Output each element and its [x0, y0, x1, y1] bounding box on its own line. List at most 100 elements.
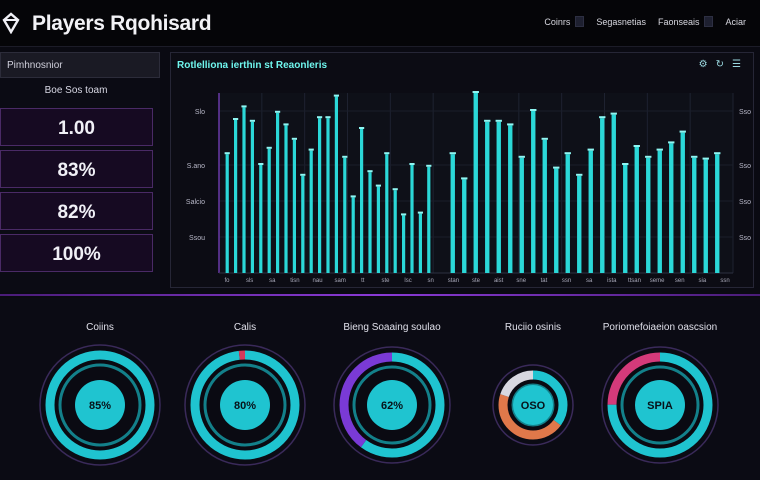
bar-cap [333, 94, 339, 97]
bar[interactable] [301, 175, 305, 273]
bar-cap [359, 127, 365, 129]
bar[interactable] [343, 157, 347, 273]
donut-outer-ring [333, 346, 451, 464]
bar[interactable] [242, 107, 246, 274]
bar[interactable] [351, 197, 355, 273]
bar-cap [530, 109, 537, 111]
bar[interactable] [680, 132, 685, 273]
bar-cap [541, 137, 548, 140]
bar-cap [375, 184, 381, 187]
stat-box-1[interactable]: 1.00 [0, 108, 153, 146]
bar[interactable] [326, 118, 330, 273]
bar[interactable] [462, 179, 467, 273]
bar[interactable] [259, 165, 263, 273]
stat-box-2[interactable]: 83% [0, 150, 153, 188]
bar[interactable] [703, 159, 708, 273]
bar[interactable] [634, 147, 639, 273]
bar[interactable] [368, 172, 372, 273]
x-tick-label: sn [428, 278, 434, 284]
stat-box-3[interactable]: 82% [0, 192, 153, 230]
donut-center-disk [367, 380, 417, 430]
menu-icon[interactable]: ☰ [732, 59, 741, 70]
bar-cap [702, 157, 709, 160]
nav-item-3[interactable]: Faonseais [658, 16, 714, 27]
x-tick-label: ste [381, 278, 390, 284]
donut-slice[interactable] [339, 352, 445, 458]
x-tick-label: aist [494, 278, 504, 284]
x-tick-label: seme [650, 278, 665, 284]
top-nav: Coinrs Segasnetias Faonseais Aciar [544, 16, 746, 27]
bar[interactable] [334, 96, 338, 273]
bar[interactable] [418, 213, 422, 273]
donut-slice[interactable] [45, 350, 155, 460]
bar[interactable] [496, 121, 501, 273]
bar[interactable] [250, 121, 254, 273]
donut-slice[interactable] [190, 350, 300, 460]
bar[interactable] [485, 121, 490, 273]
bar[interactable] [276, 112, 280, 273]
bar[interactable] [611, 114, 616, 273]
bar-cap [266, 146, 272, 149]
donut-slice[interactable] [607, 352, 713, 458]
x-tick-label: sam [335, 278, 346, 284]
bar[interactable] [267, 148, 271, 273]
left-panel-subtitle: Boe Sos toam [44, 85, 108, 96]
bar-cap [518, 155, 525, 158]
bar[interactable] [473, 93, 478, 273]
bar[interactable] [600, 118, 605, 273]
bar-cap [392, 188, 398, 191]
bar[interactable] [565, 154, 570, 273]
bar[interactable] [234, 120, 238, 273]
bar[interactable] [393, 190, 397, 273]
bar-cap [645, 155, 652, 158]
bar[interactable] [577, 175, 582, 273]
bar-cap [714, 152, 721, 155]
donut-slice[interactable] [498, 370, 568, 440]
donut-center-disk [220, 380, 270, 430]
bar[interactable] [284, 125, 288, 274]
stat-value: 82% [57, 202, 96, 223]
bar[interactable] [692, 157, 697, 273]
bar-cap [576, 173, 583, 176]
bar[interactable] [669, 143, 674, 273]
bar[interactable] [519, 157, 524, 273]
bar[interactable] [715, 154, 720, 273]
donut-slice[interactable] [498, 370, 568, 440]
bar[interactable] [646, 157, 651, 273]
bar[interactable] [623, 165, 628, 273]
nav-item-1[interactable]: Coinrs [544, 16, 585, 27]
bar[interactable] [427, 166, 431, 273]
bar[interactable] [542, 139, 547, 273]
y-tick-label-right: Sso [739, 199, 751, 206]
refresh-icon[interactable]: ↻ [715, 59, 725, 70]
donut-outer-ring [184, 344, 306, 466]
bar-cap [564, 152, 571, 155]
bar[interactable] [376, 186, 380, 273]
nav-item-2[interactable]: Segasnetias [596, 17, 646, 27]
bar[interactable] [318, 118, 322, 273]
y-tick-label: Salcio [186, 199, 205, 206]
x-tick-label: ista [607, 278, 617, 284]
bar[interactable] [508, 125, 513, 274]
bar[interactable] [554, 168, 559, 273]
bar[interactable] [410, 165, 414, 273]
bar[interactable] [309, 150, 313, 273]
bar[interactable] [588, 150, 593, 273]
nav-item-4[interactable]: Aciar [725, 17, 746, 27]
bar-cap [679, 130, 686, 133]
bar[interactable] [360, 129, 364, 273]
bar[interactable] [292, 139, 296, 273]
x-tick-label: sne [516, 278, 526, 284]
bar-cap [241, 105, 247, 108]
settings-icon[interactable]: ⚙ [698, 59, 708, 70]
bar-cap [283, 123, 289, 126]
bar[interactable] [657, 150, 662, 273]
stat-box-4[interactable]: 100% [0, 234, 153, 272]
bar[interactable] [385, 154, 389, 273]
bar[interactable] [225, 154, 229, 273]
bar[interactable] [531, 111, 536, 273]
bar[interactable] [402, 215, 406, 273]
bar[interactable] [450, 154, 455, 273]
y-tick-label-right: Sso [739, 163, 751, 170]
donut-title: Poriomefoiaeion oascsion [602, 322, 718, 333]
